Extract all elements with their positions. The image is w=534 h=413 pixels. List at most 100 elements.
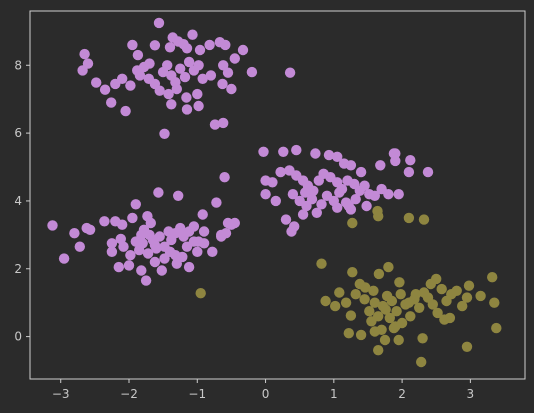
scatter-point-s0-56	[193, 100, 204, 112]
scatter-point-s0-133	[153, 187, 164, 198]
scatter-point-s1-51	[416, 356, 427, 368]
scatter-point-s0-20	[222, 67, 234, 78]
scatter-point-s0-136	[175, 222, 186, 234]
scatter-point-s0-62	[291, 144, 302, 156]
scatter-point-s0-184	[136, 229, 147, 241]
scatter-point-s1-4	[373, 211, 384, 222]
scatter-point-s0-167	[192, 246, 203, 257]
x-tick-label: 3	[467, 387, 475, 401]
scatter-point-s1-18	[368, 285, 379, 296]
plot-frame	[29, 10, 526, 380]
scatter-point-s0-171	[123, 260, 135, 271]
scatter-point-s0-53	[120, 105, 131, 117]
scatter-point-s1-26	[405, 311, 416, 322]
scatter-point-s0-16	[220, 39, 231, 51]
scatter-point-s0-14	[204, 39, 215, 51]
scatter-point-s0-183	[144, 229, 155, 241]
scatter-point-s1-66	[369, 297, 380, 308]
scatter-point-s1-43	[396, 317, 408, 329]
scatter-point-s1-36	[451, 285, 462, 296]
scatter-point-s0-22	[217, 78, 228, 90]
scatter-point-s0-156	[137, 238, 148, 249]
y-tick-label: 0	[14, 330, 22, 344]
scatter-point-s0-51	[192, 88, 203, 100]
scatter-point-s0-177	[171, 258, 182, 269]
scatter-point-s0-124	[99, 216, 110, 227]
scatter-point-s0-116	[270, 195, 281, 207]
scatter-point-s0-108	[280, 214, 292, 225]
scatter-point-s0-181	[159, 241, 170, 252]
scatter-point-s0-182	[149, 239, 161, 251]
scatter-point-s0-169	[207, 246, 218, 257]
scatter-point-s0-49	[171, 83, 182, 95]
scatter-point-s1-64	[388, 322, 400, 334]
scatter-point-s0-64	[323, 149, 335, 161]
scatter-point-s0-50	[181, 92, 192, 103]
scatter-point-s0-0	[153, 17, 165, 29]
scatter-point-s0-37	[162, 60, 173, 71]
scatter-point-s0-9	[164, 42, 176, 53]
scatter-point-s1-1	[403, 212, 415, 224]
scatter-point-s1-45	[355, 329, 367, 341]
scatter-point-s1-28	[414, 302, 425, 313]
scatter-point-s0-21	[205, 70, 217, 81]
scatter-point-s0-2	[187, 29, 198, 40]
scatter-point-s1-17	[364, 306, 375, 317]
scatter-point-s0-117	[300, 187, 311, 198]
scatter-point-s0-141	[198, 226, 210, 237]
scatter-point-s0-5	[82, 58, 94, 69]
scatter-point-s1-55	[489, 297, 500, 308]
scatter-point-s1-0	[347, 217, 358, 229]
scatter-point-s0-174	[149, 256, 161, 268]
scatter-point-s0-23	[226, 83, 237, 95]
scatter-point-s0-110	[286, 226, 297, 237]
scatter-point-s1-15	[354, 278, 365, 290]
scatter-point-s0-8	[149, 40, 161, 51]
scatter-point-s0-186	[226, 219, 237, 230]
scatter-point-s0-69	[375, 160, 386, 171]
scatter-point-s0-61	[278, 146, 289, 157]
points-layer	[47, 17, 502, 368]
scatter-point-s0-72	[405, 155, 416, 166]
scatter-point-s0-170	[113, 261, 125, 273]
scatter-point-s0-6	[127, 39, 138, 51]
scatter-point-s0-151	[106, 238, 118, 249]
scatter-point-s0-143	[211, 197, 222, 208]
scatter-point-s0-25	[284, 67, 296, 78]
scatter-point-s0-67	[345, 160, 357, 171]
scatter-point-s0-19	[218, 60, 229, 71]
scatter-point-s0-175	[156, 265, 167, 276]
scatter-point-s1-8	[373, 268, 385, 280]
scatter-point-s1-33	[436, 283, 447, 295]
scatter-point-s1-63	[330, 300, 341, 312]
scatter-point-s0-123	[84, 224, 96, 235]
scatter-point-s0-185	[219, 172, 230, 183]
scatter-point-s1-23	[391, 306, 402, 317]
scatter-point-s0-13	[194, 44, 206, 56]
scatter-point-s1-6	[347, 267, 358, 278]
scatter-point-s0-157	[142, 248, 154, 259]
scatter-point-s1-13	[345, 310, 357, 321]
scatter-point-s1-14	[350, 289, 361, 300]
scatter-point-s1-69	[195, 288, 206, 299]
scatter-point-s0-30	[125, 80, 136, 91]
scatter-point-s1-67	[380, 304, 391, 315]
scatter-point-s0-59	[159, 128, 170, 139]
x-tick-label: −1	[188, 387, 206, 401]
scatter-point-s0-18	[229, 53, 240, 64]
scatter-point-s0-63	[310, 148, 321, 159]
scatter-point-s1-47	[379, 334, 391, 346]
scatter-point-s1-46	[369, 326, 380, 337]
scatter-point-s1-5	[316, 258, 327, 269]
scatter-point-s1-60	[444, 312, 456, 324]
scatter-point-s0-40	[175, 63, 186, 74]
scatter-point-s0-121	[69, 228, 80, 239]
scatter-point-s1-38	[461, 292, 473, 303]
scatter-point-s0-29	[117, 73, 128, 85]
scatter-point-s0-180	[166, 234, 177, 246]
scatter-point-s0-126	[58, 253, 70, 264]
scatter-point-s0-160	[154, 231, 165, 242]
scatter-point-s1-57	[463, 280, 475, 291]
scatter-point-s0-132	[145, 217, 156, 229]
